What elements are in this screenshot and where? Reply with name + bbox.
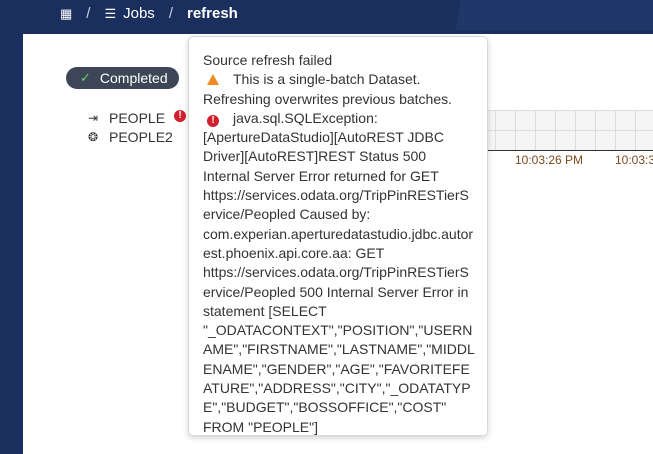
breadcrumb-separator: / <box>86 5 91 22</box>
import-icon: ⇥ <box>87 111 99 125</box>
status-label: Completed <box>99 70 168 86</box>
source-item-people2[interactable]: ❂ PEOPLE2 <box>86 129 173 145</box>
tooltip-title: Source refresh failed <box>203 52 333 68</box>
top-bar: ▦ / ☰ Jobs / refresh <box>0 0 653 30</box>
warning-text: This is a single-batch Dataset. Refreshi… <box>203 71 453 107</box>
tooltip-error: ! java.sql.SQLException: [ApertureDataStu… <box>203 109 475 437</box>
list-icon: ☰ <box>104 5 117 21</box>
check-icon: ✓ <box>80 70 91 85</box>
breadcrumb-separator: / <box>168 5 173 22</box>
status-badge: ✓ Completed <box>66 67 179 89</box>
source-name: PEOPLE2 <box>109 129 173 145</box>
source-name: PEOPLE <box>109 110 166 126</box>
dashboard-icon[interactable]: ▦ <box>60 5 73 21</box>
timeline-tick: 10:03:26 PM <box>515 153 584 167</box>
error-tooltip: Source refresh failed This is a single-b… <box>188 36 488 436</box>
aperture-icon: ❂ <box>87 130 99 144</box>
timeline-grid <box>486 110 653 151</box>
tooltip-warning: This is a single-batch Dataset. Refreshi… <box>203 70 475 109</box>
breadcrumb-jobs[interactable]: Jobs <box>123 5 155 22</box>
warning-icon <box>207 74 219 86</box>
breadcrumb: ▦ / ☰ Jobs / refresh <box>60 5 238 22</box>
error-icon[interactable]: ! <box>174 110 186 122</box>
source-item-people[interactable]: ⇥ PEOPLE <box>86 110 165 126</box>
timeline-tick: 10:03:3 <box>615 153 653 167</box>
breadcrumb-current: refresh <box>186 5 238 22</box>
error-icon: ! <box>207 114 219 127</box>
error-text: java.sql.SQLException: [ApertureDataStud… <box>203 109 475 435</box>
